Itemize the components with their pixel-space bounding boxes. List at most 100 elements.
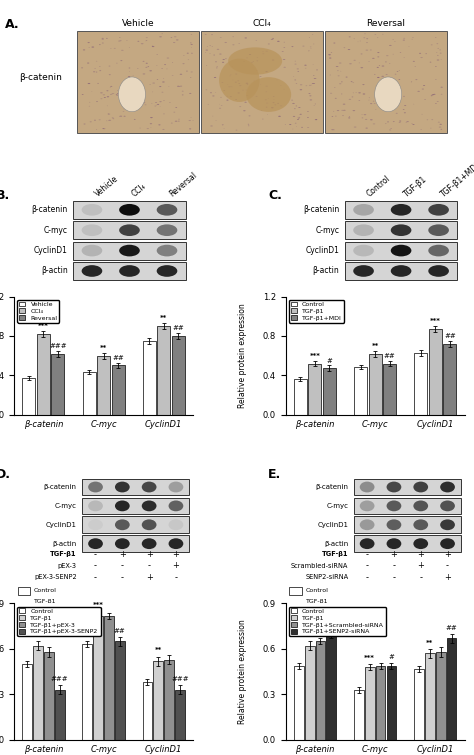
- Text: Scrambled-siRNA: Scrambled-siRNA: [291, 563, 348, 569]
- Text: -: -: [365, 573, 369, 582]
- Bar: [201, 31, 323, 133]
- Text: +: +: [391, 550, 397, 559]
- Ellipse shape: [137, 41, 139, 42]
- Text: TGF-β1: TGF-β1: [402, 174, 428, 199]
- Bar: [104, 615, 114, 740]
- Ellipse shape: [210, 125, 213, 127]
- Text: #: #: [389, 654, 394, 660]
- Ellipse shape: [116, 95, 118, 96]
- Ellipse shape: [337, 110, 339, 111]
- Ellipse shape: [413, 482, 428, 492]
- Ellipse shape: [159, 86, 161, 87]
- Ellipse shape: [82, 94, 83, 95]
- Ellipse shape: [403, 39, 405, 41]
- Text: TGF-β1+Scrambled-siRNA: TGF-β1+Scrambled-siRNA: [305, 610, 387, 615]
- Text: -: -: [147, 562, 151, 571]
- Ellipse shape: [88, 538, 103, 549]
- Ellipse shape: [360, 519, 374, 530]
- Text: β-actin: β-actin: [324, 541, 348, 547]
- Ellipse shape: [222, 62, 224, 63]
- Bar: [443, 344, 456, 414]
- Ellipse shape: [220, 37, 222, 38]
- Bar: [111, 365, 125, 414]
- Bar: [18, 587, 30, 594]
- Ellipse shape: [360, 67, 363, 68]
- Ellipse shape: [177, 86, 180, 87]
- Text: -: -: [365, 550, 369, 559]
- Bar: [18, 609, 30, 617]
- Ellipse shape: [385, 62, 387, 63]
- Bar: [73, 201, 186, 219]
- Ellipse shape: [391, 204, 411, 216]
- Text: -: -: [94, 562, 97, 571]
- Ellipse shape: [180, 74, 182, 75]
- Ellipse shape: [243, 61, 246, 62]
- Ellipse shape: [439, 127, 441, 128]
- Text: -: -: [174, 573, 177, 582]
- Ellipse shape: [404, 112, 406, 113]
- Text: β-catenin: β-catenin: [18, 72, 62, 82]
- Ellipse shape: [237, 81, 239, 82]
- Ellipse shape: [420, 57, 423, 58]
- Ellipse shape: [138, 97, 140, 99]
- Bar: [354, 516, 461, 533]
- Ellipse shape: [432, 94, 434, 95]
- Bar: [447, 638, 456, 740]
- Ellipse shape: [126, 91, 128, 92]
- Ellipse shape: [173, 42, 175, 43]
- Ellipse shape: [353, 204, 374, 216]
- Text: β-catenin: β-catenin: [44, 484, 77, 490]
- Ellipse shape: [294, 63, 297, 64]
- Text: ##: ##: [444, 333, 456, 339]
- Text: ##: ##: [114, 627, 126, 633]
- Ellipse shape: [150, 123, 152, 125]
- Text: -: -: [392, 573, 395, 582]
- Ellipse shape: [164, 64, 166, 65]
- Ellipse shape: [210, 92, 212, 93]
- Text: β-catenin: β-catenin: [303, 205, 339, 214]
- Ellipse shape: [157, 245, 177, 257]
- Bar: [154, 661, 163, 740]
- Ellipse shape: [163, 113, 165, 114]
- Bar: [73, 221, 186, 239]
- Ellipse shape: [353, 224, 374, 236]
- Bar: [18, 620, 30, 627]
- Text: β-catenin: β-catenin: [315, 484, 348, 490]
- Ellipse shape: [187, 53, 189, 54]
- Ellipse shape: [169, 501, 183, 511]
- Text: -: -: [446, 562, 449, 571]
- Bar: [143, 341, 156, 414]
- Ellipse shape: [217, 49, 219, 50]
- Ellipse shape: [143, 102, 146, 103]
- Ellipse shape: [309, 93, 310, 94]
- Ellipse shape: [372, 58, 374, 59]
- Ellipse shape: [110, 86, 112, 87]
- Ellipse shape: [121, 50, 124, 51]
- Ellipse shape: [265, 86, 268, 87]
- Ellipse shape: [341, 110, 343, 111]
- Ellipse shape: [176, 39, 179, 41]
- Text: +: +: [119, 550, 126, 559]
- Bar: [164, 660, 174, 740]
- Ellipse shape: [246, 95, 248, 96]
- Text: ***: ***: [304, 632, 315, 638]
- Ellipse shape: [159, 36, 162, 38]
- Ellipse shape: [149, 70, 152, 71]
- Ellipse shape: [146, 37, 148, 38]
- Ellipse shape: [116, 94, 118, 95]
- Bar: [290, 609, 302, 617]
- Text: ***: ***: [93, 602, 104, 608]
- Text: -: -: [121, 573, 124, 582]
- Ellipse shape: [374, 77, 401, 112]
- Ellipse shape: [102, 42, 104, 43]
- Text: TGF-β1: TGF-β1: [305, 599, 328, 604]
- Ellipse shape: [157, 204, 177, 216]
- Ellipse shape: [300, 89, 302, 91]
- Legend: Vehicle, CCl₄, Reversal: Vehicle, CCl₄, Reversal: [18, 300, 59, 322]
- Ellipse shape: [211, 34, 213, 35]
- Ellipse shape: [389, 130, 391, 131]
- Legend: Control, TGF-β1, TGF-β1+Scrambled-siRNA, TGF-β1+SENP2-siRNA: Control, TGF-β1, TGF-β1+Scrambled-siRNA,…: [289, 606, 386, 636]
- Text: pEX-3-SENP2: pEX-3-SENP2: [34, 575, 77, 581]
- Bar: [82, 479, 189, 495]
- Ellipse shape: [128, 76, 130, 77]
